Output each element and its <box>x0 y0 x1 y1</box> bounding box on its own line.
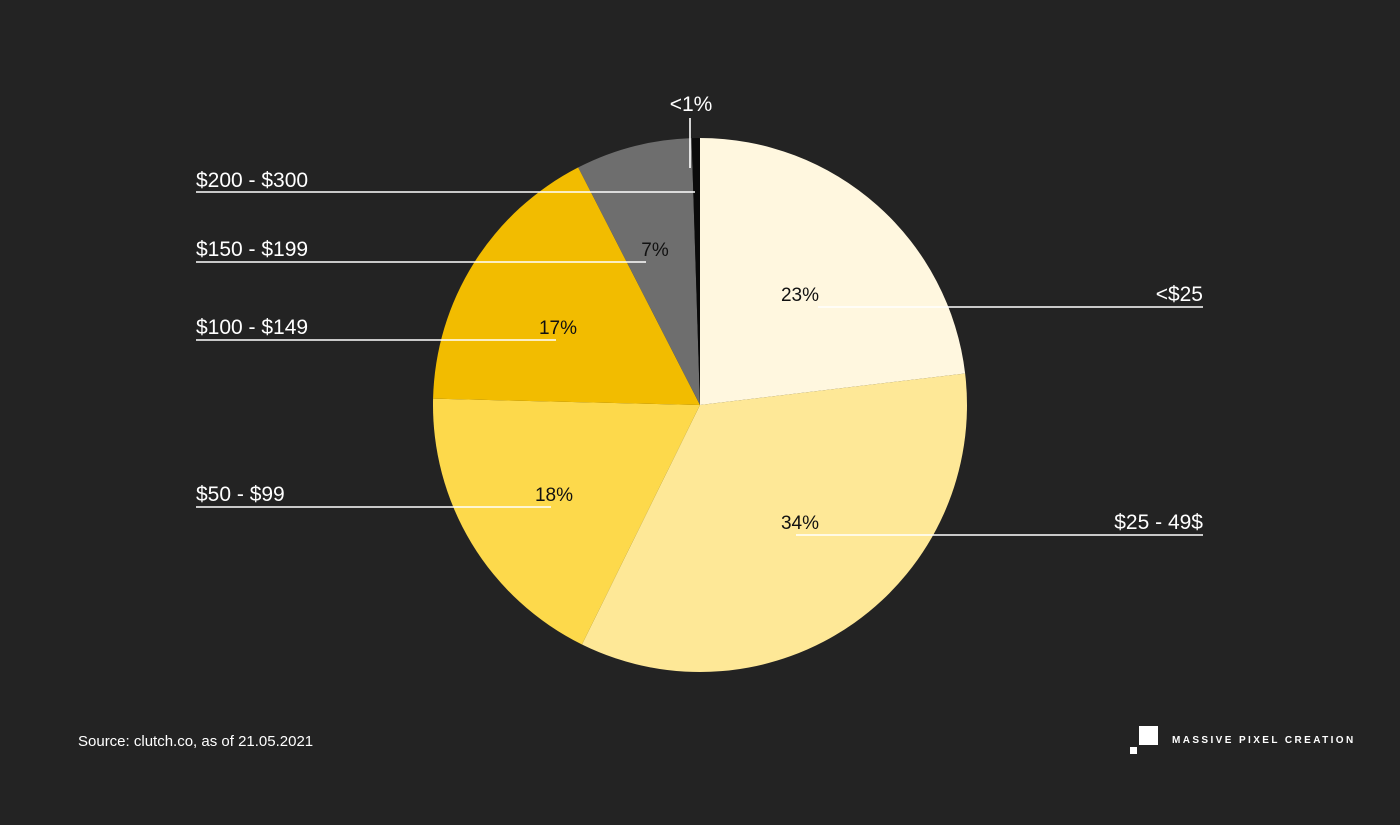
percent-label-25-49: 34% <box>781 513 819 534</box>
pie-slice-25-49 <box>581 373 967 672</box>
category-label-200-300: $200 - $300 <box>196 169 308 192</box>
category-label-25-49: $25 - 49$ <box>1114 511 1203 534</box>
brand: MASSIVE PIXEL CREATION <box>1130 726 1356 754</box>
brand-name: MASSIVE PIXEL CREATION <box>1172 734 1356 746</box>
category-label-25: <$25 <box>1156 283 1203 306</box>
leader-lines <box>196 118 1203 536</box>
percent-label-150-199: 7% <box>641 240 669 261</box>
pie-slice-150-199 <box>578 138 700 405</box>
source-note: Source: clutch.co, as of 21.05.2021 <box>78 733 314 750</box>
percent-label-100-149: 17% <box>539 318 577 339</box>
pie-slice-25 <box>700 138 966 405</box>
pie-slice-50-99 <box>432 398 700 645</box>
percent-label-25: 23% <box>781 285 819 306</box>
percent-label-50-99: 18% <box>535 485 573 506</box>
chart-labels: <$25 23% $25 - 49$ 34% $50 - $99 18% $100 - $1… <box>196 93 1203 534</box>
category-label-100-149: $100 - $149 <box>196 316 308 339</box>
brand-logo-icon <box>1130 726 1158 754</box>
category-label-50-99: $50 - $99 <box>196 483 285 506</box>
pie-slices <box>432 137 967 672</box>
pie-slice-200-300 <box>691 137 700 405</box>
small-slice-annotation: <1% <box>670 93 713 116</box>
category-label-150-199: $150 - $199 <box>196 238 308 261</box>
pie-slice-100-149 <box>433 167 700 405</box>
